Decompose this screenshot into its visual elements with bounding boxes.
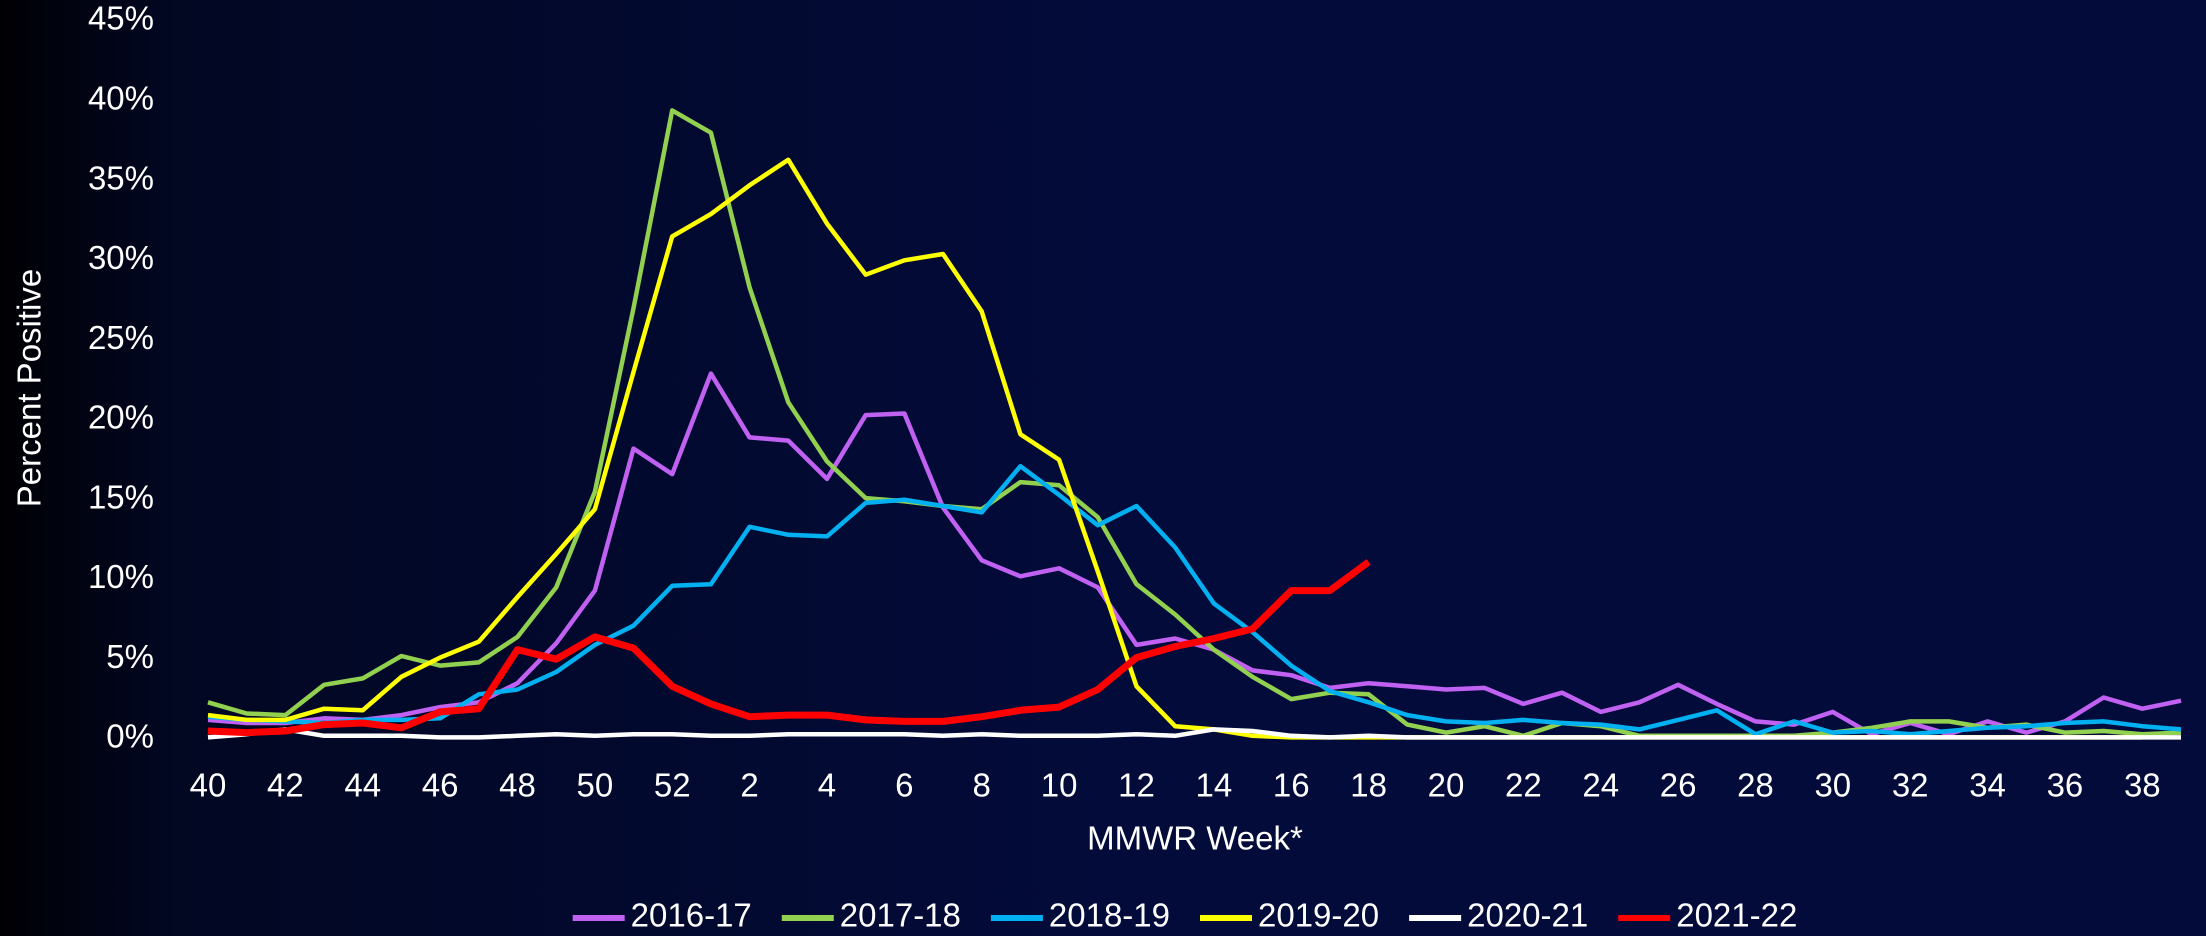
x-tick-label: 52 <box>654 767 691 804</box>
x-tick-label: 16 <box>1273 767 1310 804</box>
x-tick-label: 46 <box>422 767 459 804</box>
legend-label: 2021-22 <box>1676 897 1797 934</box>
y-tick-label: 25% <box>88 319 154 356</box>
x-tick-label: 40 <box>190 767 227 804</box>
x-tick-label: 4 <box>818 767 836 804</box>
x-tick-label: 28 <box>1737 767 1774 804</box>
x-tick-label: 10 <box>1041 767 1078 804</box>
x-tick-label: 30 <box>1814 767 1851 804</box>
x-tick-label: 32 <box>1892 767 1929 804</box>
y-tick-label: 0% <box>106 718 154 755</box>
y-tick-label: 45% <box>88 0 154 37</box>
x-tick-label: 48 <box>499 767 536 804</box>
y-axis-title: Percent Positive <box>11 269 48 507</box>
x-tick-label: 12 <box>1118 767 1155 804</box>
y-tick-label: 35% <box>88 159 154 196</box>
x-tick-label: 8 <box>973 767 991 804</box>
y-tick-label: 5% <box>106 638 154 675</box>
x-axis-title: MMWR Week* <box>1087 820 1303 857</box>
series-line <box>207 727 2181 740</box>
y-tick-label: 20% <box>88 399 154 436</box>
legend-label: 2019-20 <box>1258 897 1379 934</box>
x-tick-label: 2 <box>740 767 758 804</box>
x-tick-label: 42 <box>267 767 304 804</box>
x-tick-label: 38 <box>2124 767 2161 804</box>
x-tick-label: 6 <box>895 767 913 804</box>
y-tick-label: 15% <box>88 478 154 515</box>
series-line <box>207 559 1371 737</box>
legend-label: 2020-21 <box>1467 897 1588 934</box>
x-tick-label: 24 <box>1582 767 1619 804</box>
y-tick-label: 40% <box>88 79 154 116</box>
x-tick-label: 26 <box>1660 767 1697 804</box>
legend-label: 2018-19 <box>1049 897 1170 934</box>
y-tick-label: 30% <box>88 239 154 276</box>
x-tick-label: 36 <box>2047 767 2084 804</box>
x-tick-label: 44 <box>344 767 381 804</box>
legend-label: 2017-18 <box>840 897 961 934</box>
series-line <box>207 463 2182 737</box>
x-tick-label: 18 <box>1350 767 1387 804</box>
y-tick-label: 10% <box>88 558 154 595</box>
x-tick-label: 34 <box>1969 767 2006 804</box>
x-tick-label: 50 <box>577 767 614 804</box>
x-tick-label: 14 <box>1195 767 1232 804</box>
legend-label: 2016-17 <box>631 897 752 934</box>
x-tick-label: 20 <box>1428 767 1465 804</box>
x-tick-label: 22 <box>1505 767 1542 804</box>
